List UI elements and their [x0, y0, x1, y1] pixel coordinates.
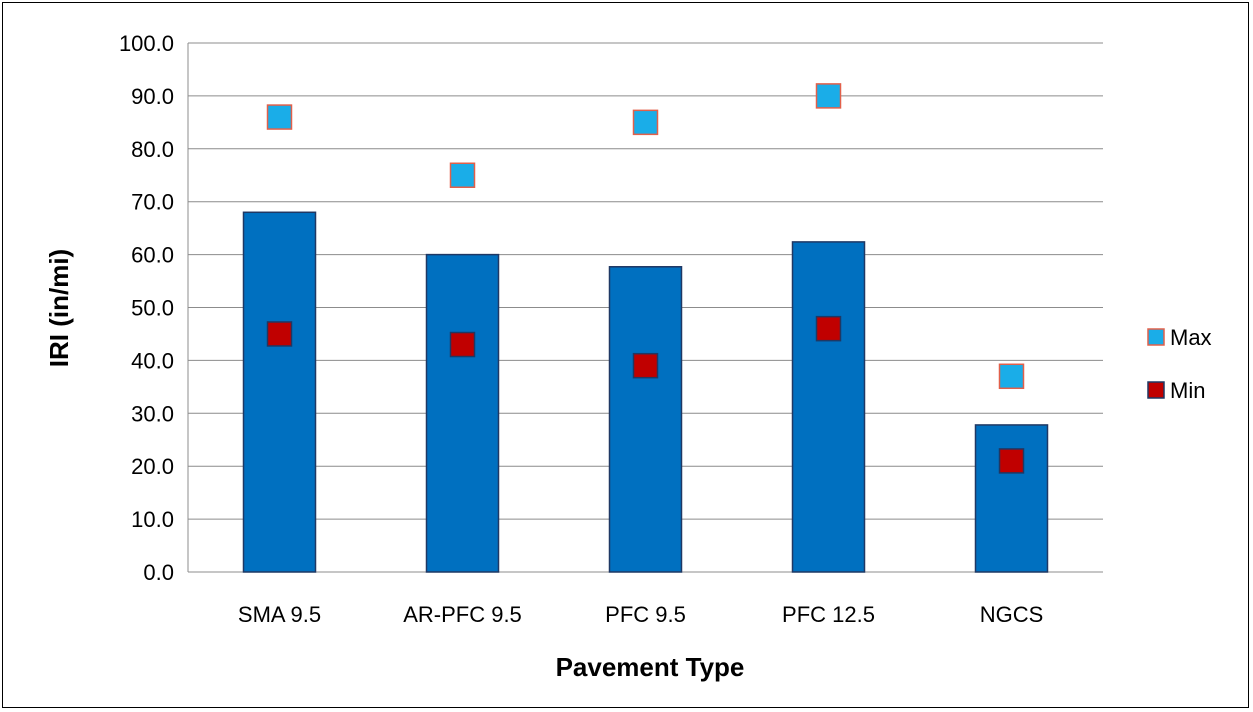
x-tick-label: PFC 9.5 — [605, 602, 686, 627]
y-axis-title: IRI (in/mi) — [44, 249, 74, 367]
x-tick-label: AR-PFC 9.5 — [403, 602, 522, 627]
bar — [608, 266, 683, 573]
marker-min — [815, 315, 842, 342]
y-tick-label: 10.0 — [131, 507, 174, 532]
gridlines — [187, 42, 1103, 573]
y-tick-label: 0.0 — [143, 560, 174, 585]
legend: Max Min — [1147, 325, 1212, 403]
y-tick-label: 90.0 — [131, 84, 174, 109]
y-tick-label: 40.0 — [131, 348, 174, 373]
y-tick-label: 100.0 — [119, 31, 174, 56]
y-tick-label: 30.0 — [131, 401, 174, 426]
legend-swatch-max — [1147, 328, 1165, 346]
markers — [266, 83, 1025, 474]
x-tick-label: PFC 12.5 — [782, 602, 875, 627]
y-tick-label: 60.0 — [131, 243, 174, 268]
marker-max — [266, 104, 293, 130]
x-axis-title: Pavement Type — [556, 652, 745, 682]
legend-swatch-min — [1147, 381, 1165, 399]
marker-min — [449, 331, 476, 358]
y-tick-label: 80.0 — [131, 137, 174, 162]
marker-max — [815, 83, 842, 109]
y-tick-label: 50.0 — [131, 296, 174, 321]
bar — [242, 211, 317, 573]
marker-max — [998, 363, 1025, 390]
bar — [791, 241, 866, 573]
x-tick-label: NGCS — [980, 602, 1044, 627]
legend-label-min: Min — [1170, 378, 1205, 403]
marker-max — [632, 109, 659, 136]
marker-max — [449, 162, 476, 188]
bar — [974, 424, 1049, 573]
y-tick-label: 20.0 — [131, 454, 174, 479]
bar — [425, 253, 500, 573]
bars — [242, 211, 1049, 573]
y-tick-labels: 0.0 10.0 20.0 30.0 40.0 50.0 60.0 70.0 80.0 90.0 1… — [119, 31, 174, 585]
legend-label-max: Max — [1170, 325, 1212, 350]
y-tick-label: 70.0 — [131, 190, 174, 215]
x-tick-labels: SMA 9.5 AR-PFC 9.5 PFC 9.5 PFC 12.5 NGCS — [238, 602, 1043, 627]
marker-min — [998, 448, 1025, 474]
x-tick-label: SMA 9.5 — [238, 602, 321, 627]
marker-min — [632, 352, 659, 379]
marker-min — [266, 321, 293, 347]
